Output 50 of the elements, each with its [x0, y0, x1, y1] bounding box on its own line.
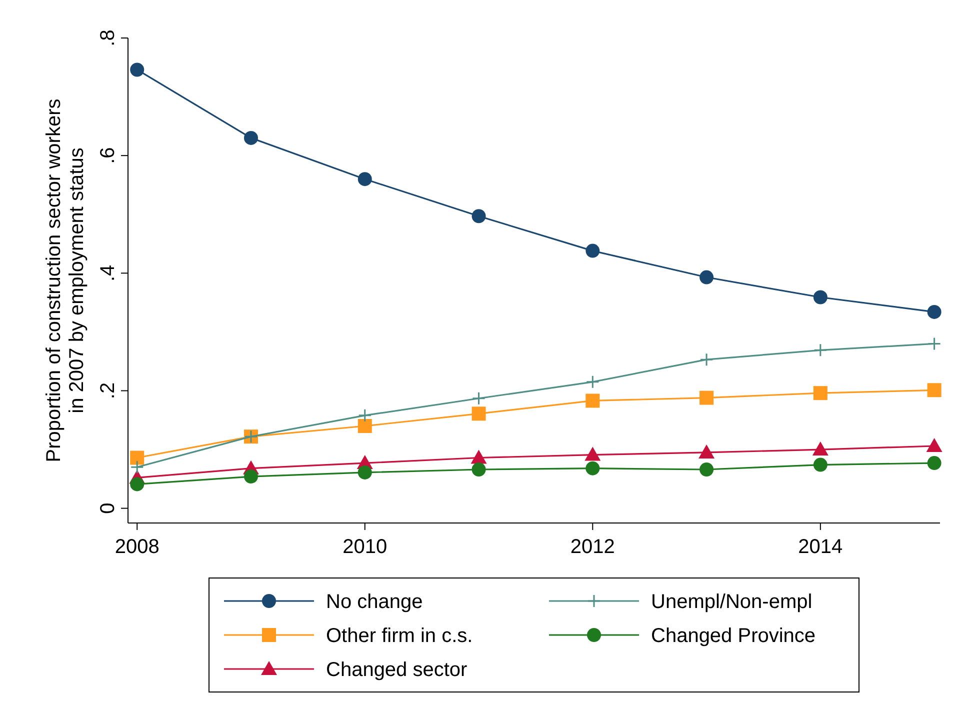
- point: [130, 460, 144, 474]
- x-tick-label: 2014: [798, 536, 843, 558]
- point: [470, 450, 487, 464]
- y-tick-label: .4: [97, 264, 119, 282]
- point: [244, 470, 258, 484]
- point: [700, 352, 714, 366]
- point: [130, 450, 144, 465]
- point: [472, 392, 486, 406]
- x-tick-label: 2012: [570, 536, 615, 558]
- point: [472, 462, 486, 477]
- point: [586, 461, 600, 476]
- point: [926, 438, 942, 452]
- point: [927, 383, 942, 398]
- x-tick-label: 2008: [114, 536, 160, 558]
- point: [358, 465, 372, 480]
- point: [586, 375, 600, 389]
- point: [813, 386, 828, 400]
- point: [700, 462, 714, 477]
- point: [700, 270, 714, 284]
- x-tick-label: 2010: [342, 536, 388, 558]
- point: [472, 406, 486, 421]
- legend-label: Changed sector: [326, 659, 468, 681]
- y-tick-label: .8: [97, 30, 119, 46]
- point: [700, 390, 714, 405]
- legend-label: Unempl/Non-empl: [651, 591, 812, 613]
- y-axis-title: Proportion of construction sector workers in 2007 by employment status: [43, 98, 88, 462]
- legend-label: No change: [326, 591, 423, 613]
- point: [928, 336, 942, 350]
- point: [586, 244, 600, 258]
- y-tick-label: .6: [97, 147, 119, 164]
- point: [814, 343, 828, 357]
- y-tick-label: .2: [97, 382, 119, 400]
- legend-label: Changed Province: [651, 625, 816, 647]
- point: [813, 458, 828, 472]
- point: [130, 62, 144, 77]
- point: [812, 442, 828, 456]
- point: [358, 172, 372, 186]
- point: [244, 130, 258, 145]
- point: [130, 477, 144, 492]
- point: [358, 419, 372, 433]
- point: [586, 394, 600, 408]
- point: [584, 446, 601, 461]
- point: [358, 408, 372, 422]
- y-tick-label: 0: [97, 502, 119, 514]
- legend-label: Other firm in c.s.: [326, 625, 473, 647]
- point: [698, 444, 715, 458]
- point: [927, 456, 942, 470]
- point: [927, 304, 942, 319]
- point: [472, 209, 486, 224]
- point: [813, 290, 828, 304]
